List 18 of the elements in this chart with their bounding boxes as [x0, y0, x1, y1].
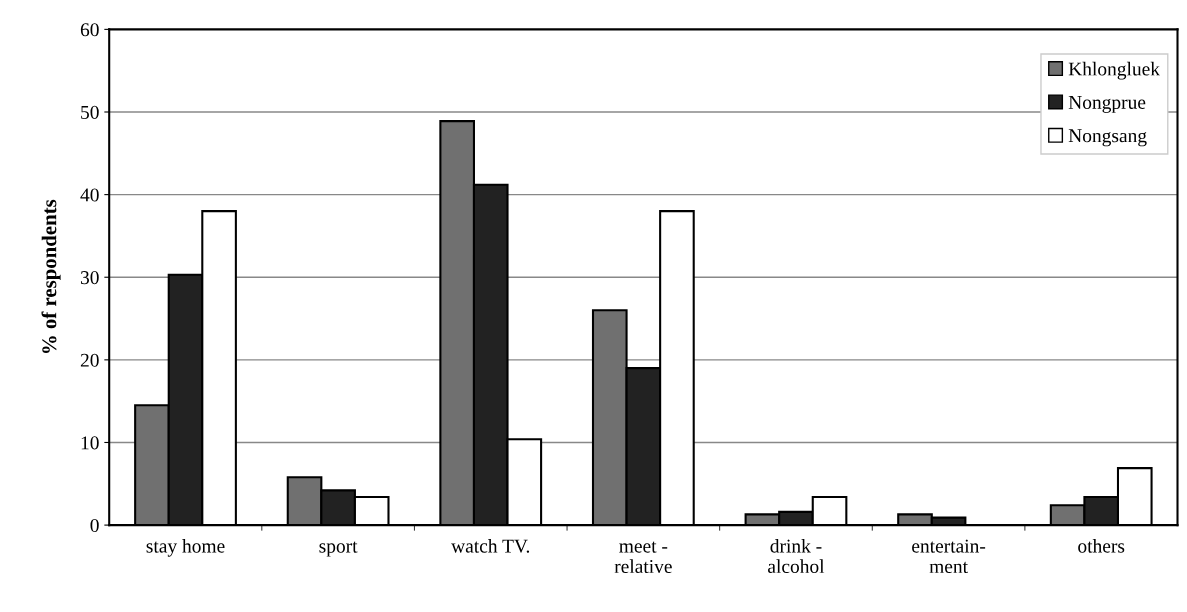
legend-label: Nongprue	[1068, 95, 1146, 113]
x-tick-label: drink - alcohol	[768, 538, 825, 573]
x-tick-label: watch TV.	[451, 538, 530, 553]
y-tick-label: 10	[81, 436, 99, 450]
y-tick-label: 20	[80, 353, 99, 367]
x-tick-label: entertain- ment	[912, 539, 986, 573]
y-tick-label: 0	[90, 518, 99, 533]
y-tick-label: 60	[80, 23, 99, 37]
x-tick-label: stay home	[146, 538, 225, 557]
x-tick-label: sport	[319, 541, 358, 557]
legend-label: Khlongluek	[1068, 61, 1160, 80]
legend-label: Nongsang	[1068, 129, 1147, 147]
y-axis-title: % of respondents	[41, 199, 61, 354]
y-tick-label: 30	[80, 271, 99, 285]
x-tick-label: others	[1078, 538, 1125, 553]
y-tick-label: 40	[80, 188, 99, 202]
x-tick-label: meet - relative	[614, 541, 672, 573]
y-tick-label: 50	[81, 105, 99, 119]
